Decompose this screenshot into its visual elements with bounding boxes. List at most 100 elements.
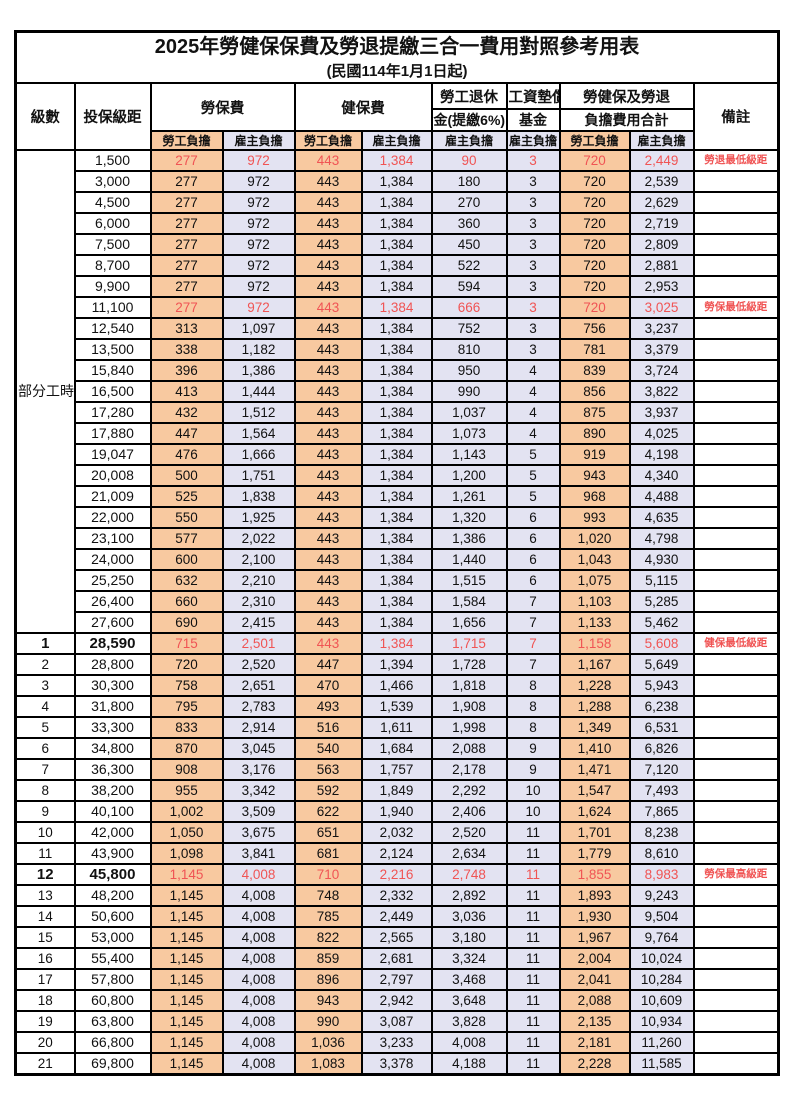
value-cell: 6,238 xyxy=(628,695,695,718)
value-cell: 270 xyxy=(430,191,508,214)
value-cell: 4,008 xyxy=(221,905,296,928)
value-cell: 432 xyxy=(149,401,224,424)
title-row: 2025年勞健保保費及勞退提繳三合一費用對照參考用表 (民國114年1月1日起) xyxy=(14,30,780,84)
table-row: 15 53,000 1,145 4,008 822 2,565 3,180 11 1,967 9,… xyxy=(14,926,780,949)
value-cell: 470 xyxy=(293,674,363,697)
table-row: 25,250 632 2,210 443 1,384 1,515 6 1,075 5,115 xyxy=(16,569,780,592)
remark-cell xyxy=(692,233,780,256)
value-cell: 1,384 xyxy=(360,170,433,193)
value-cell: 875 xyxy=(558,401,631,424)
col-header-labor-insurance: 勞保費 xyxy=(149,82,296,132)
value-cell: 990 xyxy=(430,380,508,403)
table-row: 19,047 476 1,666 443 1,384 1,143 5 919 4,198 xyxy=(16,443,780,466)
value-cell: 690 xyxy=(149,611,224,634)
bracket-cell: 27,600 xyxy=(73,611,152,634)
bracket-cell: 23,100 xyxy=(73,527,152,550)
value-cell: 3,176 xyxy=(221,758,296,781)
value-cell: 1,384 xyxy=(360,296,433,319)
value-cell: 11 xyxy=(505,863,561,886)
table-row: 2 28,800 720 2,520 447 1,394 1,728 7 1,167 5,649 xyxy=(14,653,780,676)
value-cell: 1,097 xyxy=(221,317,296,340)
remark-cell xyxy=(692,926,780,949)
value-cell: 5 xyxy=(505,464,561,487)
value-cell: 2,178 xyxy=(430,758,508,781)
bracket-cell: 28,800 xyxy=(73,653,152,676)
value-cell: 756 xyxy=(558,317,631,340)
remark-cell xyxy=(692,695,780,718)
col-header-total-line2: 負擔費用合計 xyxy=(558,108,695,132)
level-cell: 16 xyxy=(14,947,76,970)
value-cell: 2,100 xyxy=(221,548,296,571)
bracket-cell: 9,900 xyxy=(73,275,152,298)
bracket-cell: 36,300 xyxy=(73,758,152,781)
remark-cell xyxy=(692,212,780,235)
bracket-cell: 66,800 xyxy=(73,1031,152,1054)
value-cell: 890 xyxy=(558,422,631,445)
value-cell: 1,349 xyxy=(558,716,631,739)
bracket-cell: 26,400 xyxy=(73,590,152,613)
value-cell: 9,504 xyxy=(628,905,695,928)
table-row: 部分工時 1,500 277 972 443 1,384 90 3 720 2,449 勞退最低級距 xyxy=(14,149,780,634)
value-cell: 681 xyxy=(293,842,363,865)
col-header-bracket: 投保級距 xyxy=(73,82,152,151)
value-cell: 7 xyxy=(505,611,561,634)
remark-cell xyxy=(692,590,780,613)
value-cell: 3,342 xyxy=(221,779,296,802)
table-row: 27,600 690 2,415 443 1,384 1,656 7 1,133 5,462 xyxy=(16,611,780,634)
level-cell: 20 xyxy=(14,1031,76,1054)
value-cell: 516 xyxy=(293,716,363,739)
value-cell: 4,008 xyxy=(221,884,296,907)
value-cell: 11 xyxy=(505,1031,561,1054)
remark-cell xyxy=(692,779,780,802)
table-row: 7,500 277 972 443 1,384 450 3 720 2,809 xyxy=(16,233,780,256)
value-cell: 1,908 xyxy=(430,695,508,718)
remark-cell xyxy=(692,989,780,1012)
value-cell: 277 xyxy=(149,170,224,193)
value-cell: 943 xyxy=(293,989,363,1012)
value-cell: 1,410 xyxy=(558,737,631,760)
value-cell: 2,310 xyxy=(221,590,296,613)
level-cell: 2 xyxy=(14,653,76,676)
value-cell: 522 xyxy=(430,254,508,277)
value-cell: 1,384 xyxy=(360,527,433,550)
value-cell: 443 xyxy=(293,422,363,445)
value-cell: 4 xyxy=(505,359,561,382)
value-cell: 4,025 xyxy=(628,422,695,445)
value-cell: 950 xyxy=(430,359,508,382)
table-row: 5 33,300 833 2,914 516 1,611 1,998 8 1,349 6,531 xyxy=(14,716,780,739)
value-cell: 443 xyxy=(293,527,363,550)
value-cell: 720 xyxy=(558,212,631,235)
value-cell: 9,764 xyxy=(628,926,695,949)
value-cell: 6 xyxy=(505,506,561,529)
value-cell: 1,050 xyxy=(149,821,224,844)
value-cell: 1,143 xyxy=(430,443,508,466)
value-cell: 5,649 xyxy=(628,653,695,676)
value-cell: 3,509 xyxy=(221,800,296,823)
level-cell: 5 xyxy=(14,716,76,739)
value-cell: 10 xyxy=(505,800,561,823)
value-cell: 2,783 xyxy=(221,695,296,718)
value-cell: 1,384 xyxy=(360,443,433,466)
value-cell: 3 xyxy=(505,212,561,235)
table-row: 10 42,000 1,050 3,675 651 2,032 2,520 11 1,701 8,… xyxy=(14,821,780,844)
value-cell: 1,384 xyxy=(360,275,433,298)
value-cell: 4,008 xyxy=(221,947,296,970)
value-cell: 1,145 xyxy=(149,926,224,949)
value-cell: 2,681 xyxy=(360,947,433,970)
table-row: 24,000 600 2,100 443 1,384 1,440 6 1,043 4,930 xyxy=(16,548,780,571)
value-cell: 277 xyxy=(149,149,224,172)
value-cell: 577 xyxy=(149,527,224,550)
value-cell: 1,384 xyxy=(360,338,433,361)
level-cell: 3 xyxy=(14,674,76,697)
title-cell: 2025年勞健保保費及勞退提繳三合一費用對照參考用表 (民國114年1月1日起) xyxy=(14,30,780,84)
bracket-cell: 60,800 xyxy=(73,989,152,1012)
table-row: 19 63,800 1,145 4,008 990 3,087 3,828 11 2,135 10… xyxy=(14,1010,780,1033)
value-cell: 2,629 xyxy=(628,191,695,214)
bracket-cell: 24,000 xyxy=(73,548,152,571)
value-cell: 443 xyxy=(293,380,363,403)
value-cell: 11 xyxy=(505,989,561,1012)
level-cell: 12 xyxy=(14,863,76,886)
value-cell: 1,167 xyxy=(558,653,631,676)
value-cell: 1,757 xyxy=(360,758,433,781)
table-row: 17,280 432 1,512 443 1,384 1,037 4 875 3,937 xyxy=(16,401,780,424)
